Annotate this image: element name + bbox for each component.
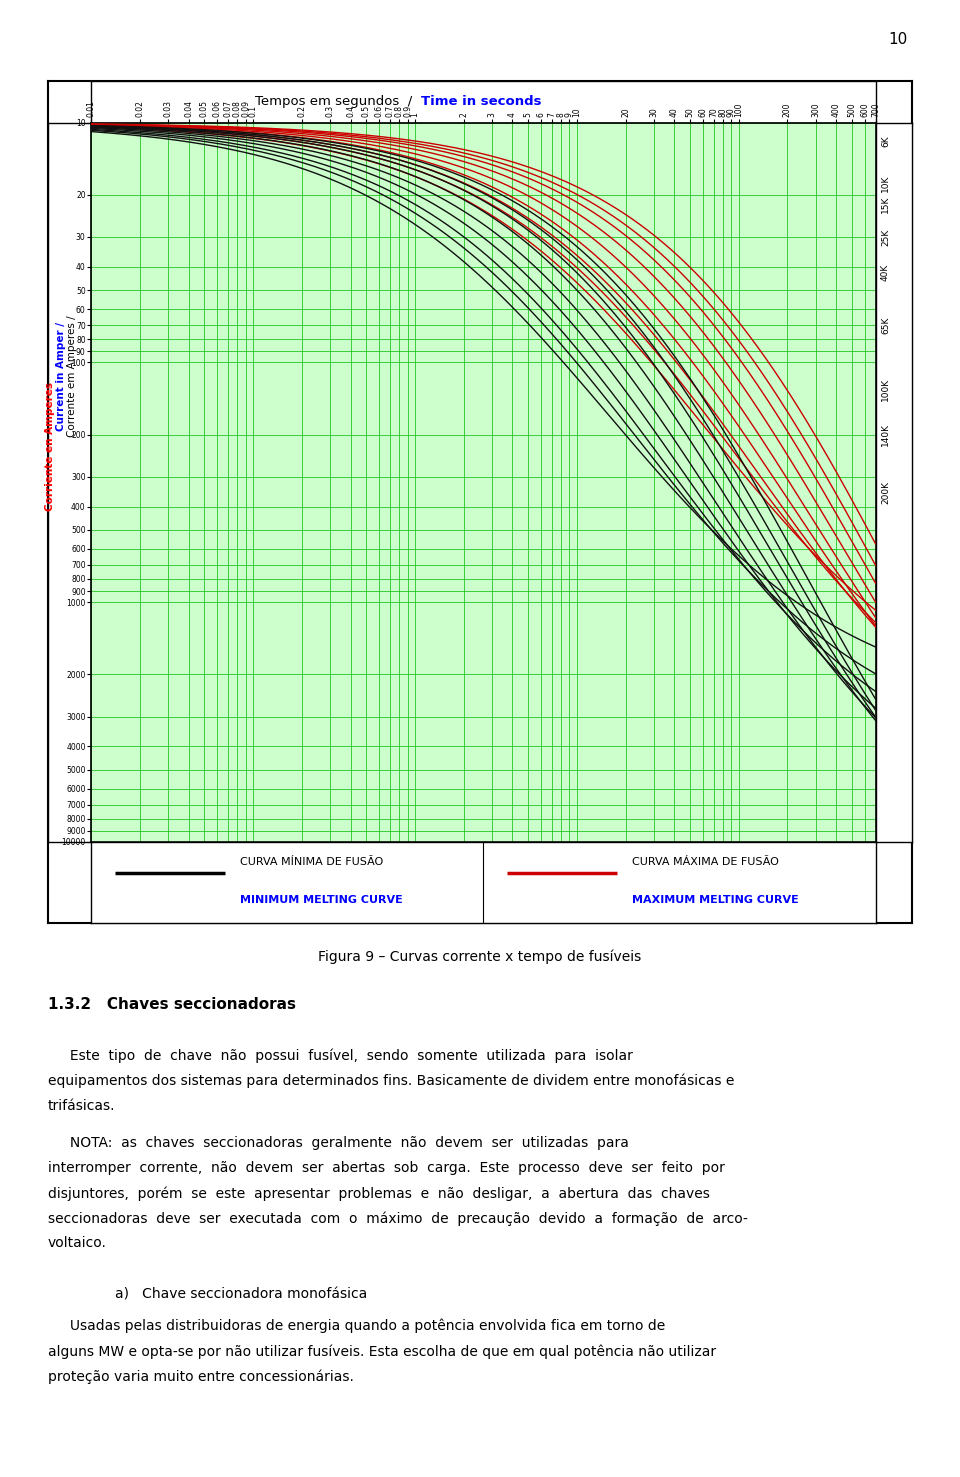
Text: MINIMUM MELTING CURVE: MINIMUM MELTING CURVE xyxy=(240,895,403,905)
Text: Tempos em segundos  /: Tempos em segundos / xyxy=(254,96,420,108)
Text: 10K: 10K xyxy=(881,176,890,192)
Text: MAXIMUM MELTING CURVE: MAXIMUM MELTING CURVE xyxy=(633,895,799,905)
Text: voltaico.: voltaico. xyxy=(48,1236,107,1250)
Text: 6K: 6K xyxy=(881,136,890,148)
Text: Figura 9 – Curvas corrente x tempo de fusíveis: Figura 9 – Curvas corrente x tempo de fu… xyxy=(319,950,641,964)
Text: trifásicas.: trifásicas. xyxy=(48,1099,115,1112)
Text: 15K: 15K xyxy=(881,196,890,213)
Text: seccionadoras  deve  ser  executada  com  o  máximo  de  precaução  devido  a  f: seccionadoras deve ser executada com o m… xyxy=(48,1211,748,1226)
Text: 10: 10 xyxy=(888,32,907,47)
Text: 25K: 25K xyxy=(881,229,890,245)
Text: Corrente em Amperes /: Corrente em Amperes / xyxy=(67,312,77,437)
Text: CURVA MÍNIMA DE FUSÃO: CURVA MÍNIMA DE FUSÃO xyxy=(240,857,383,867)
Text: Corriente en Amperes: Corriente en Amperes xyxy=(45,381,55,511)
Text: NOTA:  as  chaves  seccionadoras  geralmente  não  devem  ser  utilizadas  para: NOTA: as chaves seccionadoras geralmente… xyxy=(48,1136,629,1149)
Text: 40K: 40K xyxy=(881,263,890,281)
Text: 140K: 140K xyxy=(881,422,890,446)
Text: alguns MW e opta-se por não utilizar fusíveis. Esta escolha de que em qual potên: alguns MW e opta-se por não utilizar fus… xyxy=(48,1344,716,1359)
Text: proteção varia muito entre concessionárias.: proteção varia muito entre concessionári… xyxy=(48,1369,354,1384)
Text: interromper  corrente,  não  devem  ser  abertas  sob  carga.  Este  processo  d: interromper corrente, não devem ser aber… xyxy=(48,1161,725,1174)
Text: 65K: 65K xyxy=(881,316,890,334)
Text: disjuntores,  porém  se  este  apresentar  problemas  e  não  desligar,  a  aber: disjuntores, porém se este apresentar pr… xyxy=(48,1186,709,1201)
Text: equipamentos dos sistemas para determinados fins. Basicamente de dividem entre m: equipamentos dos sistemas para determina… xyxy=(48,1074,734,1089)
Text: Este  tipo  de  chave  não  possui  fusível,  sendo  somente  utilizada  para  i: Este tipo de chave não possui fusível, s… xyxy=(48,1049,633,1063)
Text: a)   Chave seccionadora monofásica: a) Chave seccionadora monofásica xyxy=(115,1288,368,1301)
Text: Time in seconds: Time in seconds xyxy=(420,96,541,108)
Text: Usadas pelas distribuidoras de energia quando a potência envolvida fica em torno: Usadas pelas distribuidoras de energia q… xyxy=(48,1319,665,1334)
Text: CURVA MÁXIMA DE FUSÃO: CURVA MÁXIMA DE FUSÃO xyxy=(633,857,780,867)
Text: 200K: 200K xyxy=(881,482,890,504)
Text: Current in Amper /: Current in Amper / xyxy=(56,318,66,431)
Text: 1.3.2   Chaves seccionadoras: 1.3.2 Chaves seccionadoras xyxy=(48,997,296,1012)
Text: 100K: 100K xyxy=(881,378,890,402)
